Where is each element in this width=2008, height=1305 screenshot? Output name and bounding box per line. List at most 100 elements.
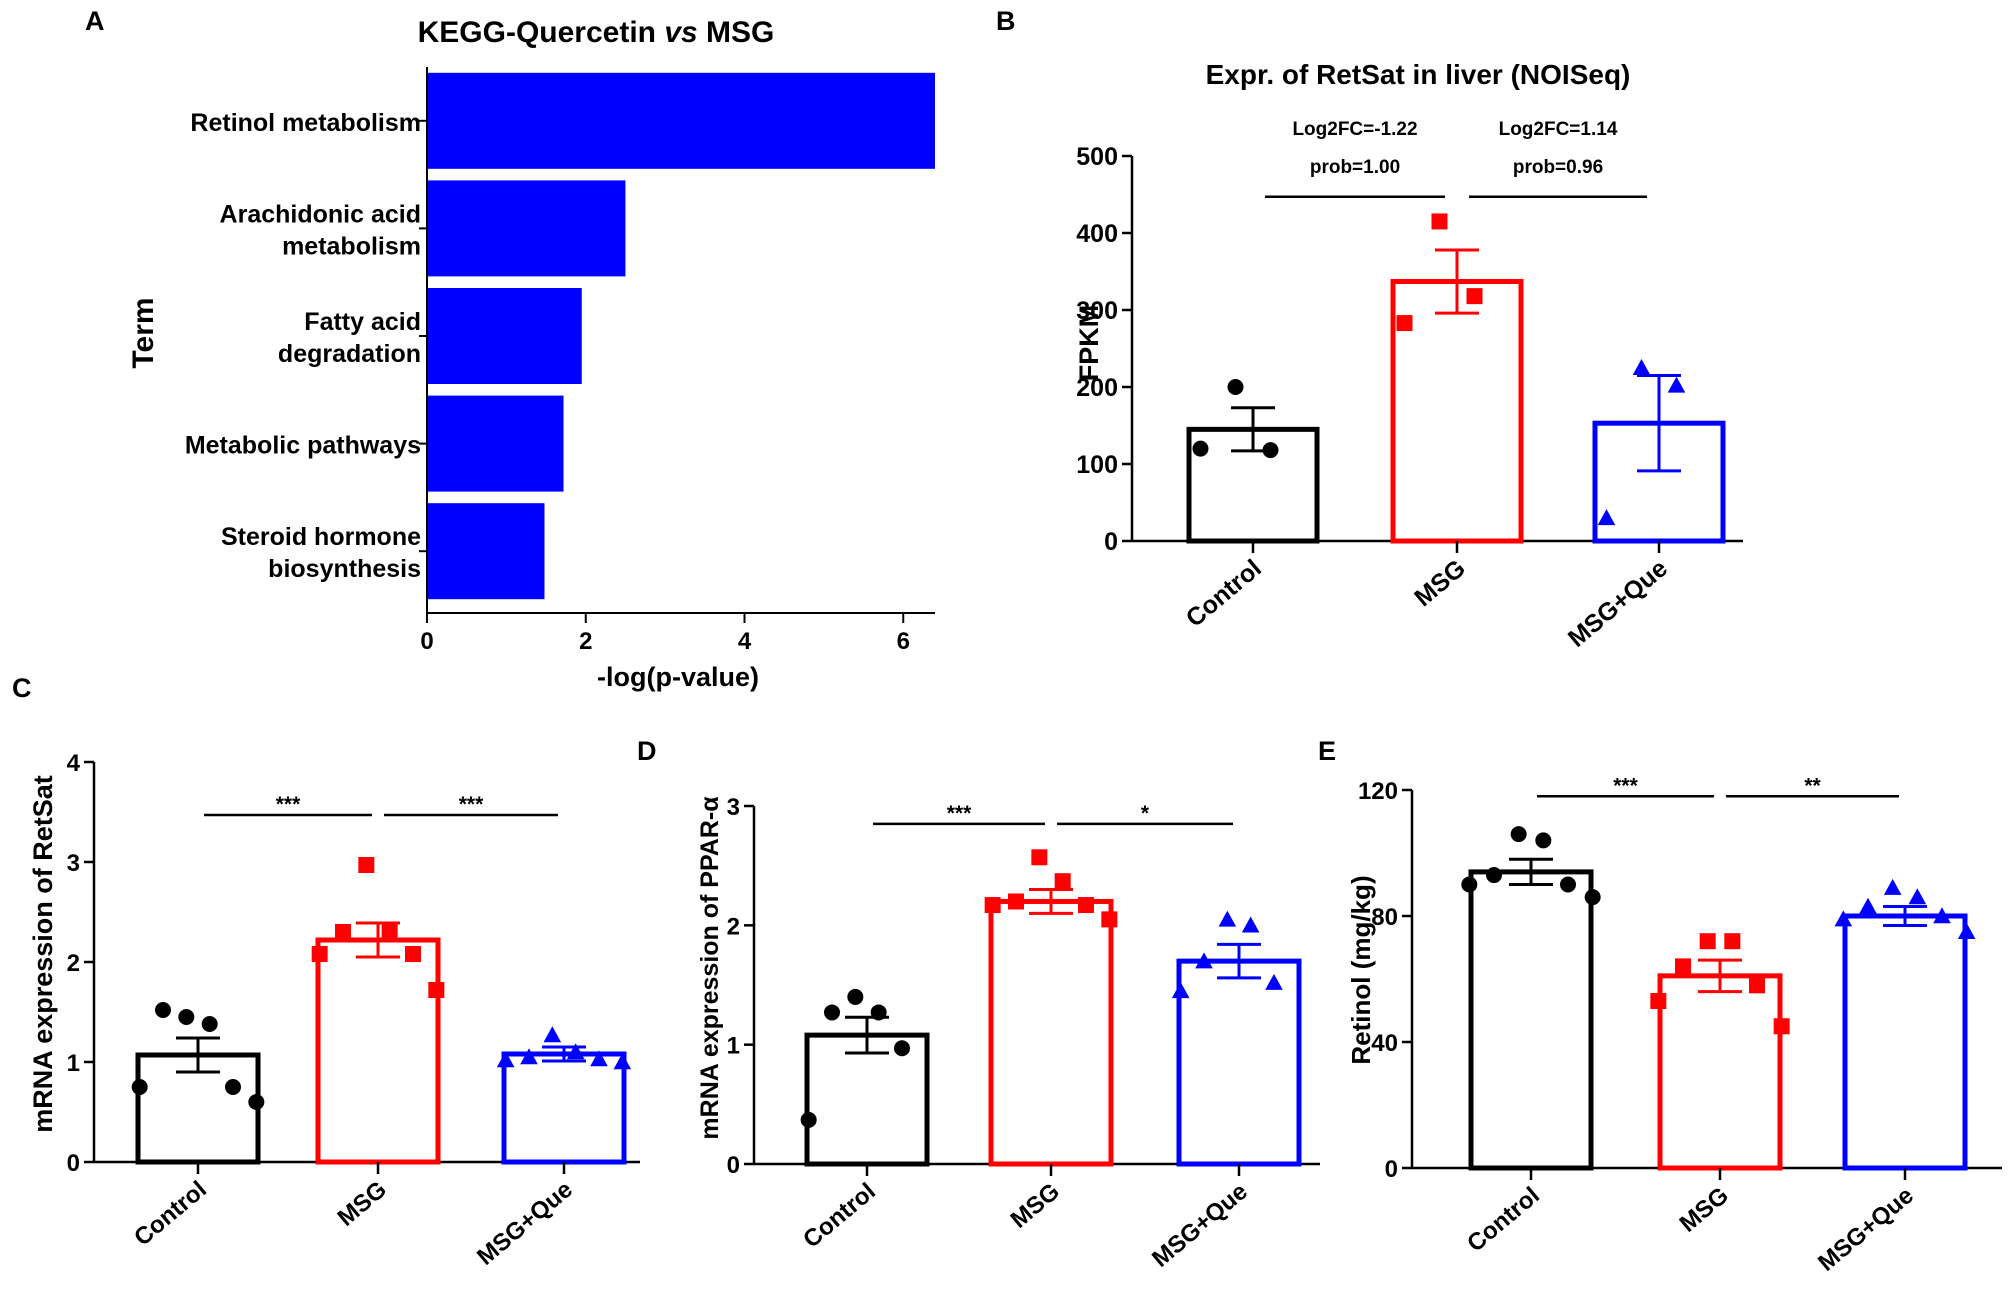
data-point-2-4: [1171, 982, 1190, 999]
data-point-1-2: [1008, 893, 1024, 910]
data-point-0-1: [1262, 442, 1279, 459]
category-label-0: Retinol metabolism: [190, 109, 421, 137]
data-point-2-3: [590, 1050, 608, 1067]
data-point-2-4: [496, 1051, 515, 1068]
category-label-2: Fatty acid: [304, 308, 421, 336]
y-tick-label-1: 40: [1371, 1030, 1398, 1057]
data-point-2-3: [1265, 973, 1283, 990]
category-label-0: Control: [798, 1178, 881, 1254]
chart-a-title-part1: KEGG-Quercetin: [418, 16, 665, 49]
panel-letter-c: C: [12, 673, 32, 703]
y-tick-label-1: 100: [1076, 451, 1118, 479]
chart-b: 0 100 200 300 400 500 Control MSG MSG+Que Log2FC=…: [1076, 119, 1743, 653]
data-point-0-0: [1510, 826, 1527, 843]
category-label-2: MSG+Que: [1147, 1178, 1253, 1273]
data-point-1-1: [1466, 288, 1483, 305]
category-label-4: biosynthesis: [268, 555, 421, 583]
category-label-0: Control: [129, 1176, 212, 1252]
category-label-4: Steroid hormone: [221, 523, 421, 551]
category-label-1: MSG: [1409, 554, 1471, 612]
data-point-1-4: [984, 897, 1001, 914]
bar-control: [1468, 869, 1594, 1171]
data-point-1-4: [1650, 993, 1667, 1010]
data-point-2-0: [543, 1026, 562, 1043]
chart-b-ylabel: FPKM: [1074, 305, 1104, 382]
y-tick-label-2: 2: [727, 913, 740, 940]
data-point-1-2: [1675, 958, 1691, 975]
bar-msg: [988, 898, 1114, 1167]
category-label-0: Control: [1181, 554, 1267, 633]
data-point-0-2: [824, 1004, 840, 1021]
bar-2: [427, 288, 582, 384]
category-label-1: MSG: [1006, 1178, 1065, 1234]
data-point-2-5: [1957, 922, 1976, 939]
chart-a-xlabel: -log(p-value): [597, 662, 759, 692]
bar-msg: [315, 937, 441, 1165]
bar-0: [427, 72, 935, 169]
data-point-2-0: [1218, 910, 1237, 927]
significance-label-1: ***: [459, 793, 484, 816]
data-point-2-1: [1241, 916, 1260, 933]
data-point-1-0: [1699, 933, 1716, 950]
y-tick-label-3: 120: [1358, 778, 1398, 805]
y-tick-label-0: 0: [1385, 1156, 1398, 1183]
data-point-0-2: [1192, 440, 1209, 457]
significance-label-0: ***: [1613, 774, 1638, 797]
data-point-2-2: [1859, 897, 1877, 914]
data-point-0-5: [248, 1094, 265, 1110]
bar-msg-que: [501, 1051, 627, 1165]
y-tick-label-3: 3: [67, 850, 80, 877]
panel-letter-b: B: [996, 6, 1016, 36]
chart-a: Retinol metabolism Arachidonic acid metabo…: [185, 67, 935, 655]
data-point-0-2: [1486, 867, 1502, 884]
data-point-1-2: [1396, 315, 1413, 332]
data-point-1-5: [428, 982, 445, 998]
panel-letter-a: A: [85, 6, 105, 36]
category-label-1: Arachidonic acid: [220, 200, 421, 228]
bar-1: [427, 180, 626, 277]
data-point-0-1: [1535, 832, 1552, 849]
data-point-1-5: [1773, 1018, 1790, 1035]
data-point-0-3: [225, 1079, 241, 1095]
bar-3: [427, 395, 564, 492]
data-point-2-1: [1667, 376, 1686, 393]
chart-a-title: KEGG-Quercetin vs MSG: [418, 16, 775, 49]
x-tick-label-1: 2: [579, 628, 592, 655]
data-point-2-2: [520, 1048, 538, 1065]
y-tick-label-0: 0: [67, 1150, 80, 1177]
y-tick-label-2: 80: [1371, 904, 1398, 931]
chart-a-title-italic: vs: [664, 16, 697, 49]
data-point-1-1: [1054, 873, 1071, 890]
x-tick-label-3: 6: [897, 628, 910, 655]
comparison-label-0-0: Log2FC=-1.22: [1292, 119, 1417, 140]
data-point-0-0: [1227, 379, 1244, 395]
data-point-0-3: [1560, 876, 1576, 893]
bar-msg-que: [1842, 913, 1968, 1171]
data-point-1-4: [311, 946, 328, 962]
data-point-1-3: [405, 946, 421, 962]
data-point-2-1: [1908, 888, 1927, 905]
category-label-2: degradation: [278, 340, 421, 368]
chart-e-ylabel: Retinol (mg/kg): [1346, 875, 1376, 1064]
data-point-0-0: [847, 988, 864, 1005]
x-tick-label-2: 4: [738, 628, 752, 655]
comparison-label-0-1: prob=1.00: [1310, 157, 1400, 178]
chart-c-ylabel: mRNA expression of RetSat: [28, 775, 58, 1133]
data-point-1-1: [381, 924, 398, 940]
y-tick-label-4: 400: [1076, 220, 1118, 248]
data-point-0-1: [870, 1004, 887, 1021]
y-tick-label-3: 300: [1076, 297, 1118, 325]
y-tick-label-3: 3: [727, 794, 740, 821]
data-point-2-1: [566, 1043, 585, 1060]
significance-label-0: ***: [947, 802, 972, 825]
chart-c: 0 1 2 3 4 Control MSG MSG+Que *** ***: [67, 750, 640, 1271]
y-tick-label-1: 1: [727, 1033, 740, 1060]
data-point-2-4: [1834, 910, 1853, 927]
significance-label-1: *: [1141, 802, 1150, 825]
chart-a-title-part2: MSG: [698, 16, 775, 49]
y-tick-label-2: 200: [1076, 374, 1118, 402]
data-point-0-2: [155, 1002, 171, 1018]
bar-4: [427, 503, 545, 600]
